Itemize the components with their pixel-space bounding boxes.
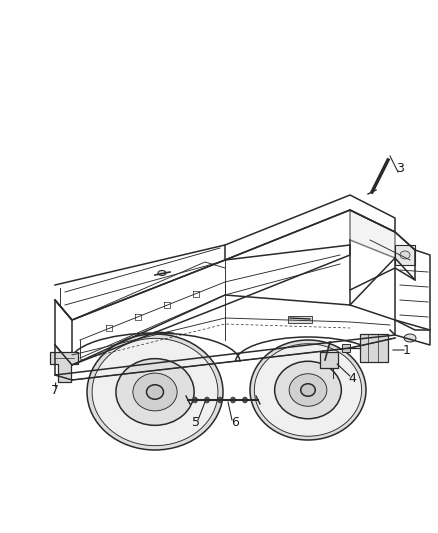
Polygon shape bbox=[350, 210, 395, 258]
Ellipse shape bbox=[289, 374, 327, 406]
Ellipse shape bbox=[254, 344, 362, 436]
Ellipse shape bbox=[301, 384, 315, 396]
Ellipse shape bbox=[116, 359, 194, 425]
Ellipse shape bbox=[92, 338, 218, 446]
Ellipse shape bbox=[158, 271, 166, 276]
Bar bbox=[395, 245, 415, 265]
Ellipse shape bbox=[400, 251, 410, 259]
Bar bbox=[320, 352, 338, 368]
Ellipse shape bbox=[243, 397, 247, 403]
Text: 3: 3 bbox=[396, 161, 404, 174]
Text: 6: 6 bbox=[231, 416, 239, 430]
Ellipse shape bbox=[87, 334, 223, 450]
Ellipse shape bbox=[404, 334, 416, 342]
Ellipse shape bbox=[250, 340, 366, 440]
Ellipse shape bbox=[230, 397, 236, 403]
Ellipse shape bbox=[192, 397, 198, 403]
Text: 5: 5 bbox=[192, 416, 200, 430]
Polygon shape bbox=[50, 352, 78, 382]
Ellipse shape bbox=[133, 373, 177, 411]
Bar bbox=[342, 344, 350, 352]
Ellipse shape bbox=[218, 397, 223, 403]
Text: 1: 1 bbox=[403, 343, 411, 357]
Ellipse shape bbox=[275, 361, 341, 419]
Bar bbox=[360, 334, 388, 362]
Ellipse shape bbox=[205, 397, 209, 403]
Ellipse shape bbox=[146, 385, 163, 399]
Text: 4: 4 bbox=[348, 372, 356, 384]
Bar bbox=[288, 316, 312, 323]
Text: 7: 7 bbox=[51, 384, 59, 397]
